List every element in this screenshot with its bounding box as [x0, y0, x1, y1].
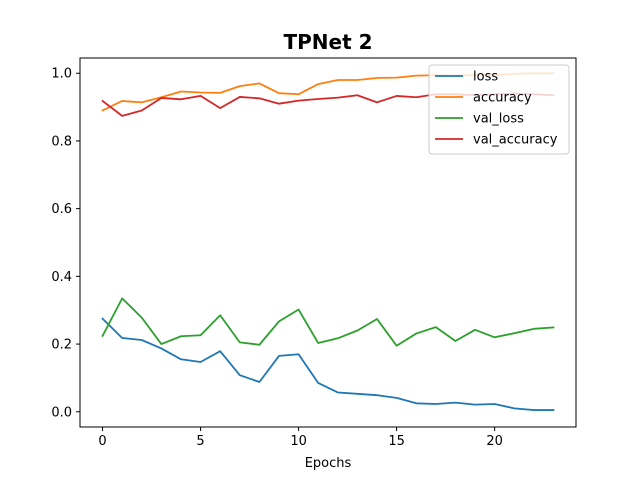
legend-label: val_accuracy	[473, 133, 558, 148]
ticks-layer: 0 5 10 15 20 0.0 0.2 0.4 0.6 0.8 1.0	[51, 67, 503, 449]
series-line-val-loss	[101, 297, 555, 347]
legend: loss accuracy val_loss val_accuracy	[428, 64, 570, 155]
x-tick-label: 5	[196, 434, 204, 449]
y-tick-label: 1.0	[51, 67, 72, 82]
y-tick-label: 0.2	[51, 338, 72, 353]
series-line-loss	[101, 317, 555, 411]
x-tick-label: 0	[98, 434, 106, 449]
legend-label: accuracy	[473, 91, 532, 106]
x-tick-label: 15	[388, 434, 405, 449]
chart-title: TPNet 2	[283, 30, 372, 54]
y-tick-label: 0.4	[51, 270, 72, 285]
x-axis-label: Epochs	[305, 456, 352, 471]
y-tick-label: 0.0	[51, 405, 72, 420]
legend-label: loss	[473, 70, 498, 85]
legend-box	[428, 64, 570, 155]
y-tick-label: 0.8	[51, 134, 72, 149]
y-tick-label: 0.6	[51, 202, 72, 217]
x-tick-label: 20	[486, 434, 503, 449]
legend-label: val_loss	[473, 112, 524, 127]
plot-border	[79, 57, 577, 428]
x-tick-label: 10	[290, 434, 307, 449]
